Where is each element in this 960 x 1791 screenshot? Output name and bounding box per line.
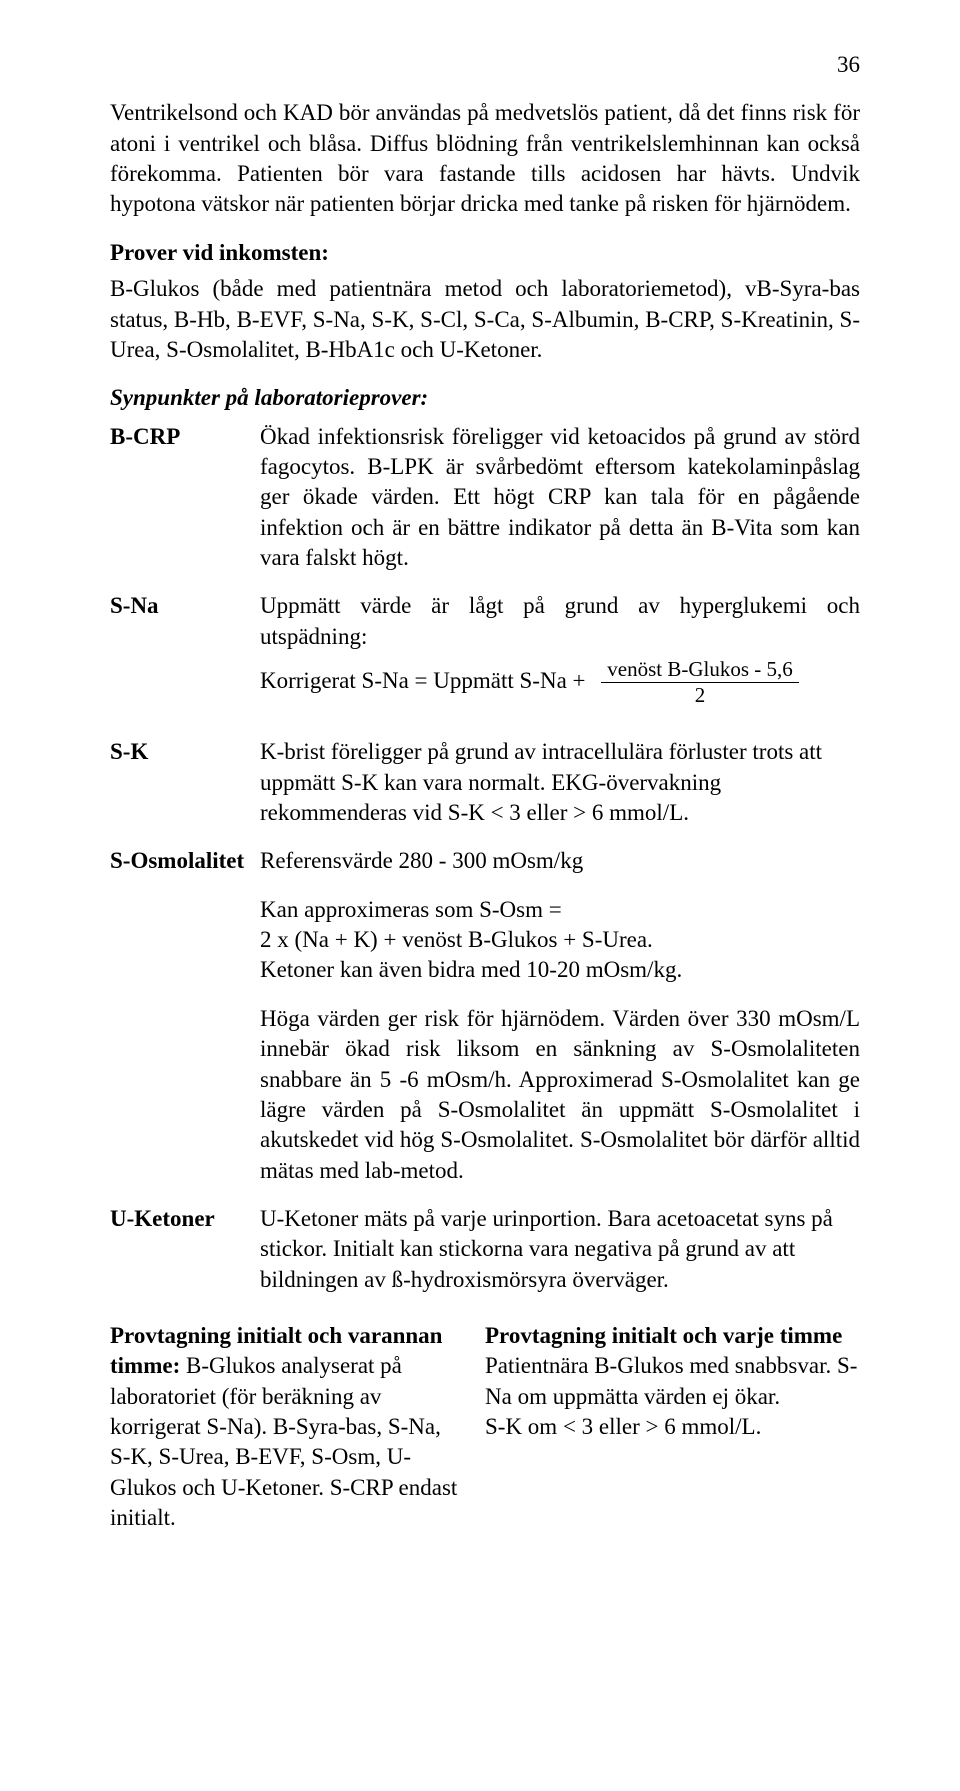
sna-fraction-den: 2 (601, 683, 799, 707)
lab-row-sna: S-Na Uppmätt värde är lågt på grund av h… (110, 591, 860, 737)
prover-body: B-Glukos (både med patientnära metod och… (110, 274, 860, 365)
bottom-col-right: Provtagning initialt och varje timme Pat… (485, 1321, 860, 1534)
intro-paragraph: Ventrikelsond och KAD bör användas på me… (110, 98, 860, 219)
bottom-right-body: Patientnära B-Glukos med snabbsvar. S-Na… (485, 1351, 860, 1412)
page-number: 36 (110, 50, 860, 80)
synpunkter-heading: Synpunkter på laboratorieprover: (110, 383, 860, 413)
bottom-right-body2: S-K om < 3 eller > 6 mmol/L. (485, 1412, 860, 1442)
lab-label-uket: U-Ketoner (110, 1204, 260, 1313)
lab-desc-sna: Uppmätt värde är lågt på grund av hyperg… (260, 591, 860, 737)
sna-text1: Uppmätt värde är lågt på grund av hyperg… (260, 591, 860, 652)
lab-label-sna: S-Na (110, 591, 260, 737)
lab-row-uket: U-Ketoner U-Ketoner mäts på varje urinpo… (110, 1204, 860, 1313)
lab-desc-sosm: Referensvärde 280 - 300 mOsm/kg Kan appr… (260, 846, 860, 1204)
sosm-text3: 2 x (Na + K) + venöst B-Glukos + S-Urea. (260, 925, 860, 955)
sosm-text1: Referensvärde 280 - 300 mOsm/kg (260, 846, 860, 876)
lab-desc-uket: U-Ketoner mäts på varje urinportion. Bar… (260, 1204, 860, 1313)
lab-row-sk: S-K K-brist föreligger på grund av intra… (110, 737, 860, 846)
prover-heading: Prover vid inkomsten: (110, 238, 860, 268)
sna-fraction-num: venöst B-Glukos - 5,6 (601, 658, 799, 683)
sosm-text2: Kan approximeras som S-Osm = (260, 895, 860, 925)
bottom-two-col: Provtagning initialt och varannan timme:… (110, 1321, 860, 1534)
lab-label-sosm: S-Osmolalitet (110, 846, 260, 1204)
lab-label-sk: S-K (110, 737, 260, 846)
lab-row-sosm: S-Osmolalitet Referensvärde 280 - 300 mO… (110, 846, 860, 1204)
lab-desc-bcrp: Ökad infektionsrisk föreligger vid ketoa… (260, 422, 860, 592)
sna-fraction: venöst B-Glukos - 5,6 2 (601, 658, 799, 707)
sna-formula-left: Korrigerat S-Na = Uppmätt S-Na + (260, 668, 586, 693)
bottom-col-left: Provtagning initialt och varannan timme:… (110, 1321, 485, 1534)
sosm-text5: Höga värden ger risk för hjärnödem. Värd… (260, 1004, 860, 1186)
lab-label-bcrp: B-CRP (110, 422, 260, 592)
lab-table: B-CRP Ökad infektionsrisk föreligger vid… (110, 422, 860, 1313)
lab-row-bcrp: B-CRP Ökad infektionsrisk föreligger vid… (110, 422, 860, 592)
sna-formula: Korrigerat S-Na = Uppmätt S-Na + venöst … (260, 658, 860, 707)
bottom-right-heading: Provtagning initialt och varje timme (485, 1323, 842, 1348)
lab-desc-sk: K-brist föreligger på grund av intracell… (260, 737, 860, 846)
bottom-left-body: B-Glukos analyserat på laboratoriet (för… (110, 1353, 457, 1530)
sosm-text4: Ketoner kan även bidra med 10-20 mOsm/kg… (260, 955, 860, 985)
